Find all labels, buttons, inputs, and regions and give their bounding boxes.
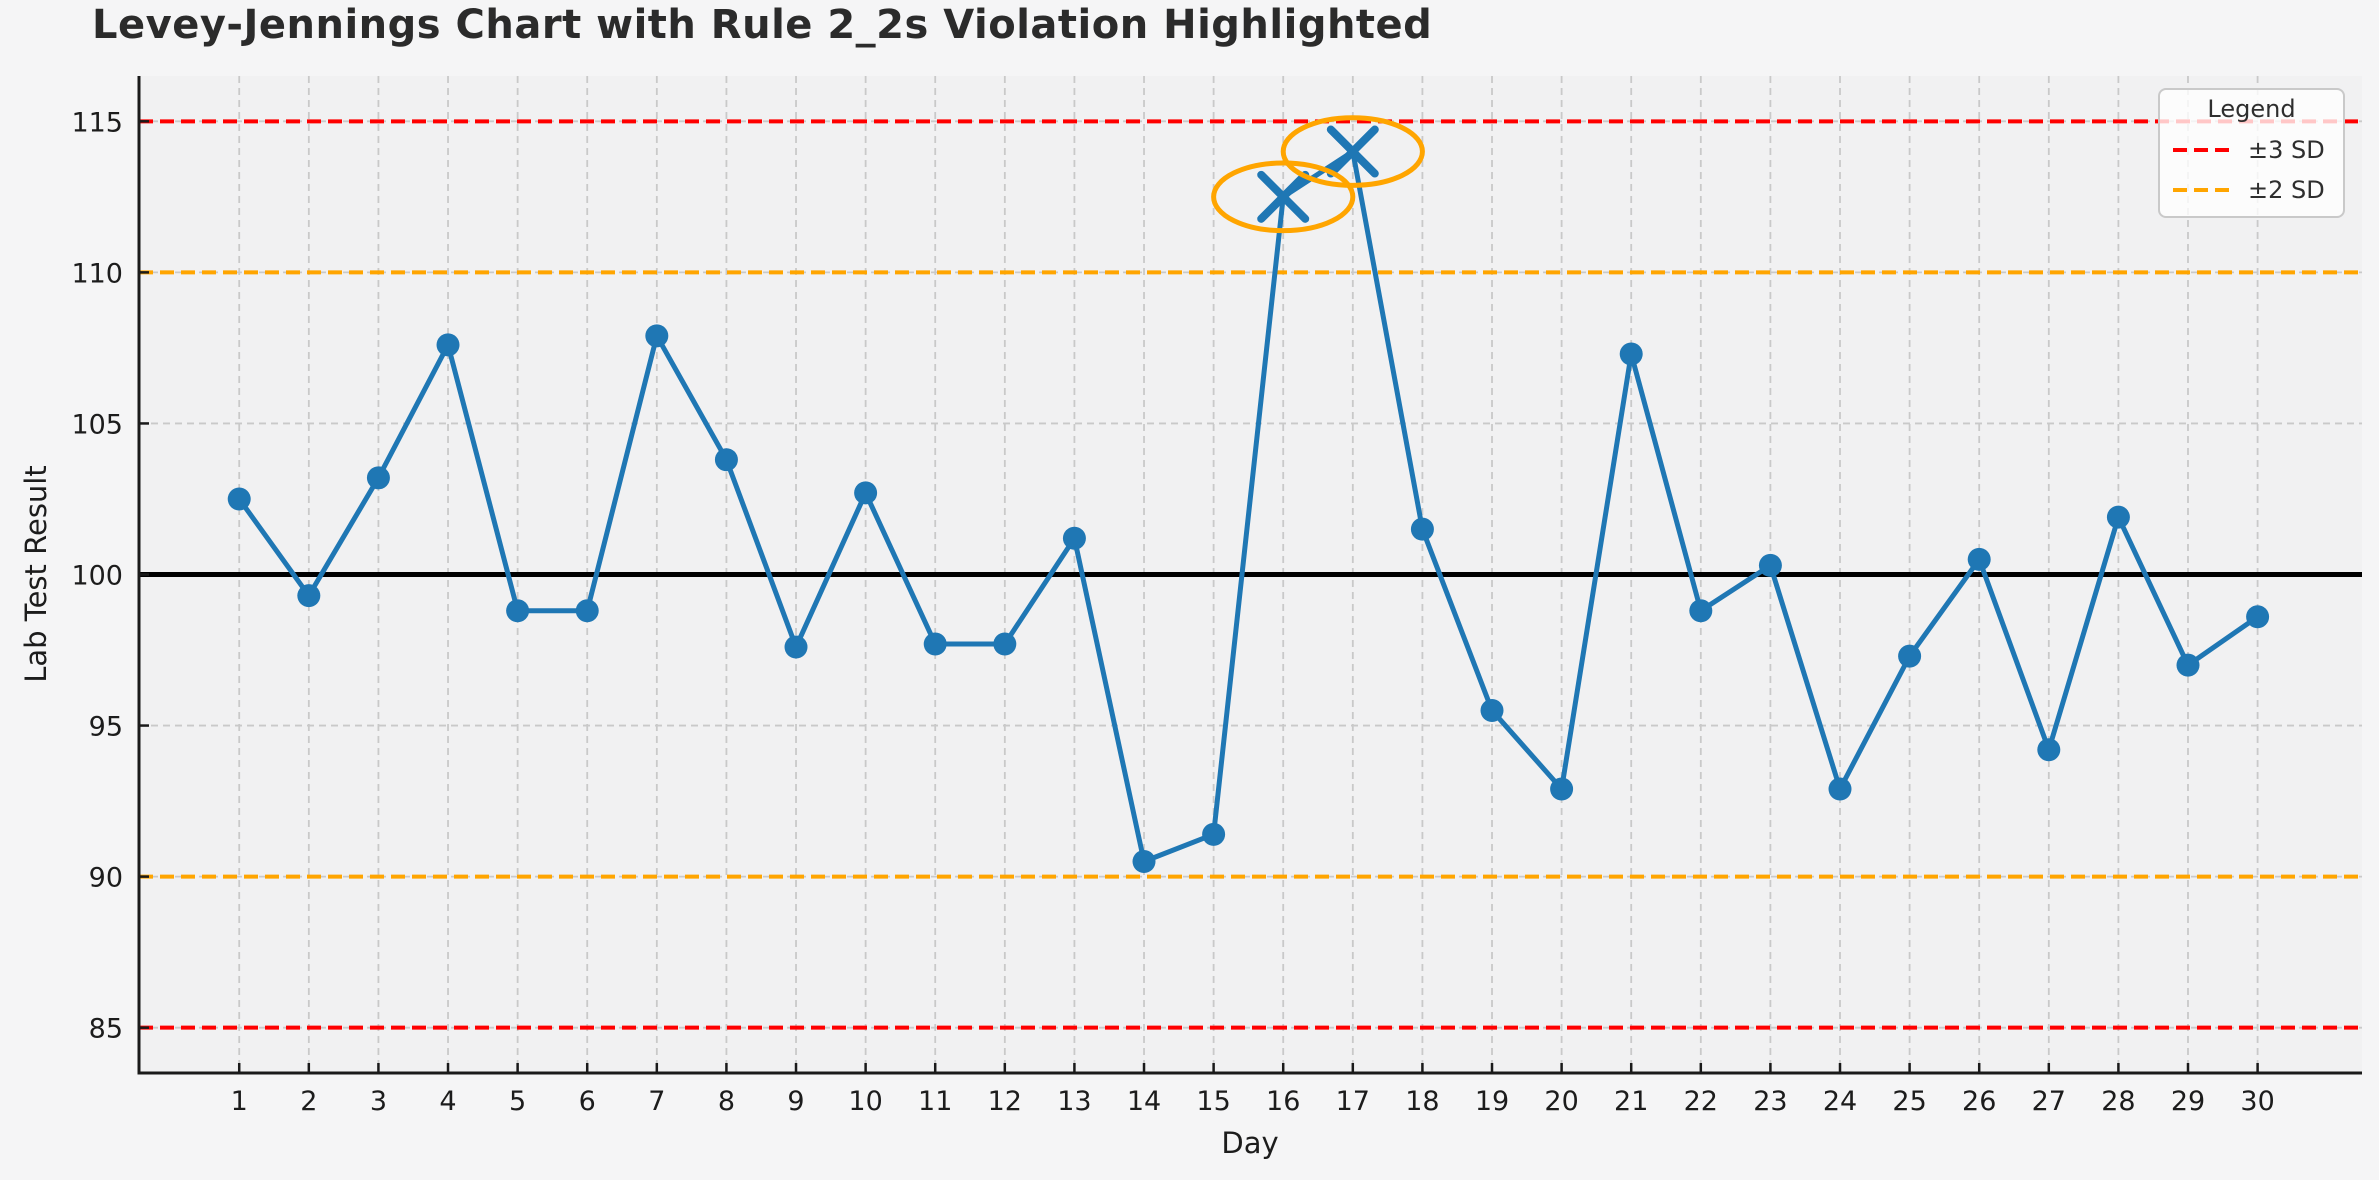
x-axis-label: Day [1221,1126,1279,1160]
data-point-day-21 [1619,342,1643,366]
violation-x-marker-day-17 [1326,125,1379,178]
x-tick-label: 26 [1962,1086,1996,1117]
data-point-day-8 [714,448,738,472]
red-dashed-line-sample [2173,148,2235,152]
data-point-day-7 [645,324,669,348]
data-point-day-19 [1480,698,1504,722]
y-tick-label: 115 [71,107,123,138]
data-point-day-10 [854,481,878,505]
data-point-day-14 [1132,850,1156,874]
data-point-day-12 [993,632,1017,656]
x-tick-label: 29 [2171,1086,2205,1117]
x-tick-label: 21 [1614,1086,1648,1117]
data-point-day-5 [506,599,530,623]
x-tick-label: 5 [509,1086,526,1117]
data-point-day-11 [923,632,947,656]
legend-entry-2sd: ±2 SD [2160,176,2343,204]
x-tick-label: 12 [988,1086,1022,1117]
data-point-day-26 [1967,547,1991,571]
legend-title: Legend [2207,95,2296,123]
violation-ellipse-day-16 [1211,160,1356,234]
x-tick-label: 3 [370,1086,387,1117]
data-point-day-15 [1202,822,1226,846]
x-tick-label: 1 [231,1086,248,1117]
chart-title: Levey-Jennings Chart with Rule 2_2s Viol… [92,2,1433,48]
data-point-day-23 [1758,553,1782,577]
data-line [236,149,2261,865]
x-tick-label: 27 [2032,1086,2066,1117]
x-tick-label: 22 [1684,1086,1718,1117]
y-tick-label: 100 [71,561,123,592]
data-point-day-20 [1550,777,1574,801]
x-tick-label: 30 [2240,1086,2274,1117]
legend: Legend ±3 SD ±2 SD [2158,88,2345,218]
x-tick-label: 17 [1336,1086,1370,1117]
x-tick-label: 9 [787,1086,804,1117]
violation-x-marker-day-16 [1257,170,1310,223]
data-point-day-28 [2106,505,2130,529]
x-tick-label: 15 [1196,1086,1230,1117]
x-tick-label: 14 [1127,1086,1161,1117]
data-point-day-29 [2176,653,2200,677]
x-tick-label: 28 [2101,1086,2135,1117]
data-point-day-25 [1898,644,1922,668]
y-axis-label: Lab Test Result [19,465,53,683]
y-tick-label: 85 [89,1014,123,1045]
y-tick-label: 95 [89,712,123,743]
data-point-day-1 [227,487,251,511]
x-tick-label: 25 [1892,1086,1926,1117]
data-point-day-9 [784,635,808,659]
data-point-day-6 [575,599,599,623]
legend-entry-3sd: ±3 SD [2160,136,2343,164]
x-tick-label: 2 [300,1086,317,1117]
legend-entry-label: ±3 SD [2248,136,2325,164]
orange-dashed-line-sample [2173,188,2235,192]
legend-entry-label: ±2 SD [2248,176,2325,204]
data-point-day-22 [1689,599,1713,623]
data-point-day-27 [2037,738,2061,762]
data-point-day-3 [366,466,390,490]
data-point-day-4 [436,333,460,357]
x-tick-label: 13 [1057,1086,1091,1117]
x-tick-label: 8 [718,1086,735,1117]
x-tick-label: 6 [579,1086,596,1117]
y-tick-label: 110 [71,258,123,289]
data-point-day-2 [297,584,321,608]
x-tick-label: 11 [918,1086,952,1117]
x-tick-label: 20 [1544,1086,1578,1117]
data-point-day-13 [1062,526,1086,550]
data-point-day-30 [2246,605,2270,629]
data-point-day-24 [1828,777,1852,801]
x-tick-label: 23 [1753,1086,1787,1117]
x-tick-label: 7 [648,1086,665,1117]
y-tick-label: 90 [89,863,123,894]
x-tick-label: 24 [1823,1086,1857,1117]
violation-ellipse-day-17 [1280,115,1425,188]
data-point-day-18 [1410,517,1434,541]
x-tick-label: 16 [1266,1086,1300,1117]
y-tick-label: 105 [71,409,123,440]
x-tick-label: 4 [439,1086,456,1117]
x-tick-label: 19 [1475,1086,1509,1117]
x-tick-label: 18 [1405,1086,1439,1117]
x-tick-label: 10 [848,1086,882,1117]
